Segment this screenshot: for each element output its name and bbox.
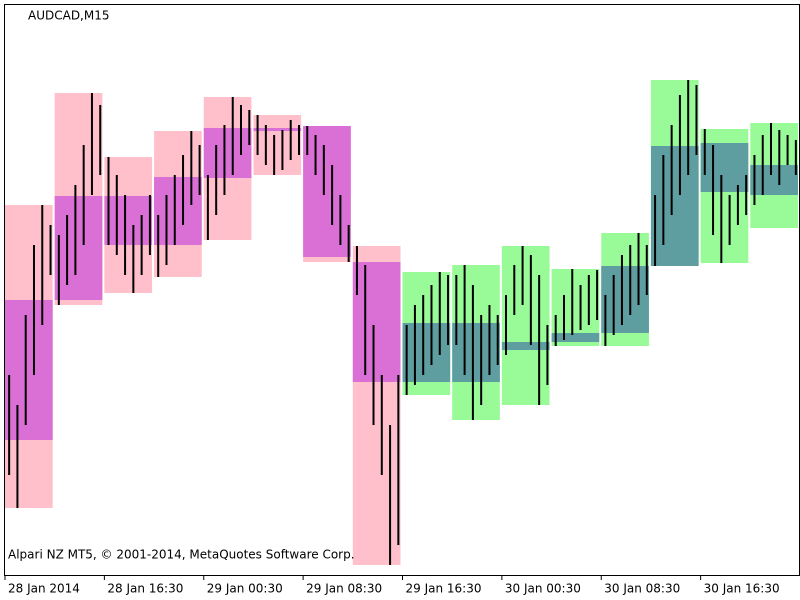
body-box [601,266,649,333]
body-box [154,177,202,245]
x-tick-label: 30 Jan 16:30 [704,582,780,596]
body-box [650,146,699,266]
x-tick-label: 30 Jan 00:30 [505,582,581,596]
body-box [54,196,103,300]
chart-title: AUDCAD,M15 [28,9,110,23]
x-tick-label: 29 Jan 00:30 [207,582,283,596]
plot-layer [5,80,798,565]
x-tick-label: 28 Jan 16:30 [107,582,183,596]
body-box [501,342,550,350]
body-box [402,323,451,382]
body-box [750,165,798,195]
body-box [452,323,500,382]
body-box [551,333,600,342]
body-box [5,300,53,440]
x-tick-label: 29 Jan 08:30 [306,582,382,596]
copyright: Alpari NZ MT5, © 2001-2014, MetaQuotes S… [8,548,355,562]
body-box [253,128,302,131]
x-tick-label: 30 Jan 08:30 [604,582,680,596]
x-tick-label: 29 Jan 16:30 [406,582,482,596]
body-box [303,126,351,257]
range-box [501,246,550,405]
body-box [203,128,252,178]
body-box [104,196,153,245]
body-box [352,262,401,382]
body-box [700,143,749,192]
x-tick-label: 28 Jan 2014 [8,582,80,596]
range-box [253,115,302,175]
